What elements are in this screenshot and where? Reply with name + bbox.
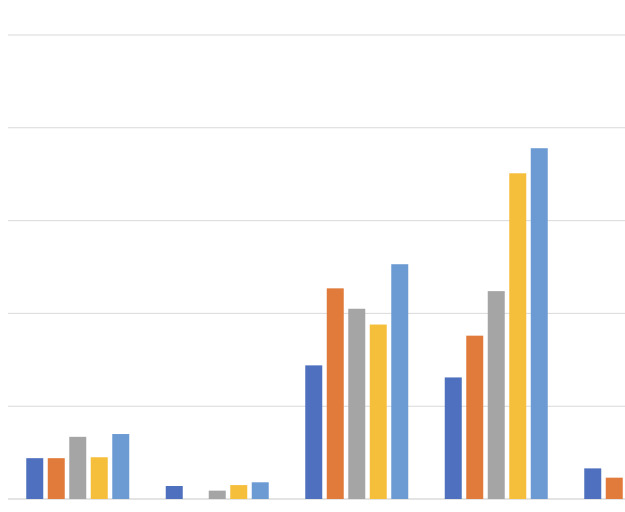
bar (369, 324, 387, 499)
bar (47, 458, 65, 499)
bar (165, 486, 183, 499)
bar (391, 264, 409, 499)
bar (26, 458, 44, 499)
bar (326, 288, 344, 499)
bar (69, 436, 87, 499)
bar (487, 291, 505, 499)
bar (251, 482, 269, 499)
bar (305, 365, 323, 499)
bar (509, 173, 527, 499)
bar (90, 457, 108, 499)
bar (230, 485, 248, 499)
bar (444, 377, 462, 499)
bar (348, 308, 366, 499)
bar (112, 434, 130, 499)
bar (530, 148, 548, 499)
bar (605, 477, 623, 499)
bar (584, 468, 602, 499)
bar (208, 490, 226, 499)
bar (466, 335, 484, 499)
